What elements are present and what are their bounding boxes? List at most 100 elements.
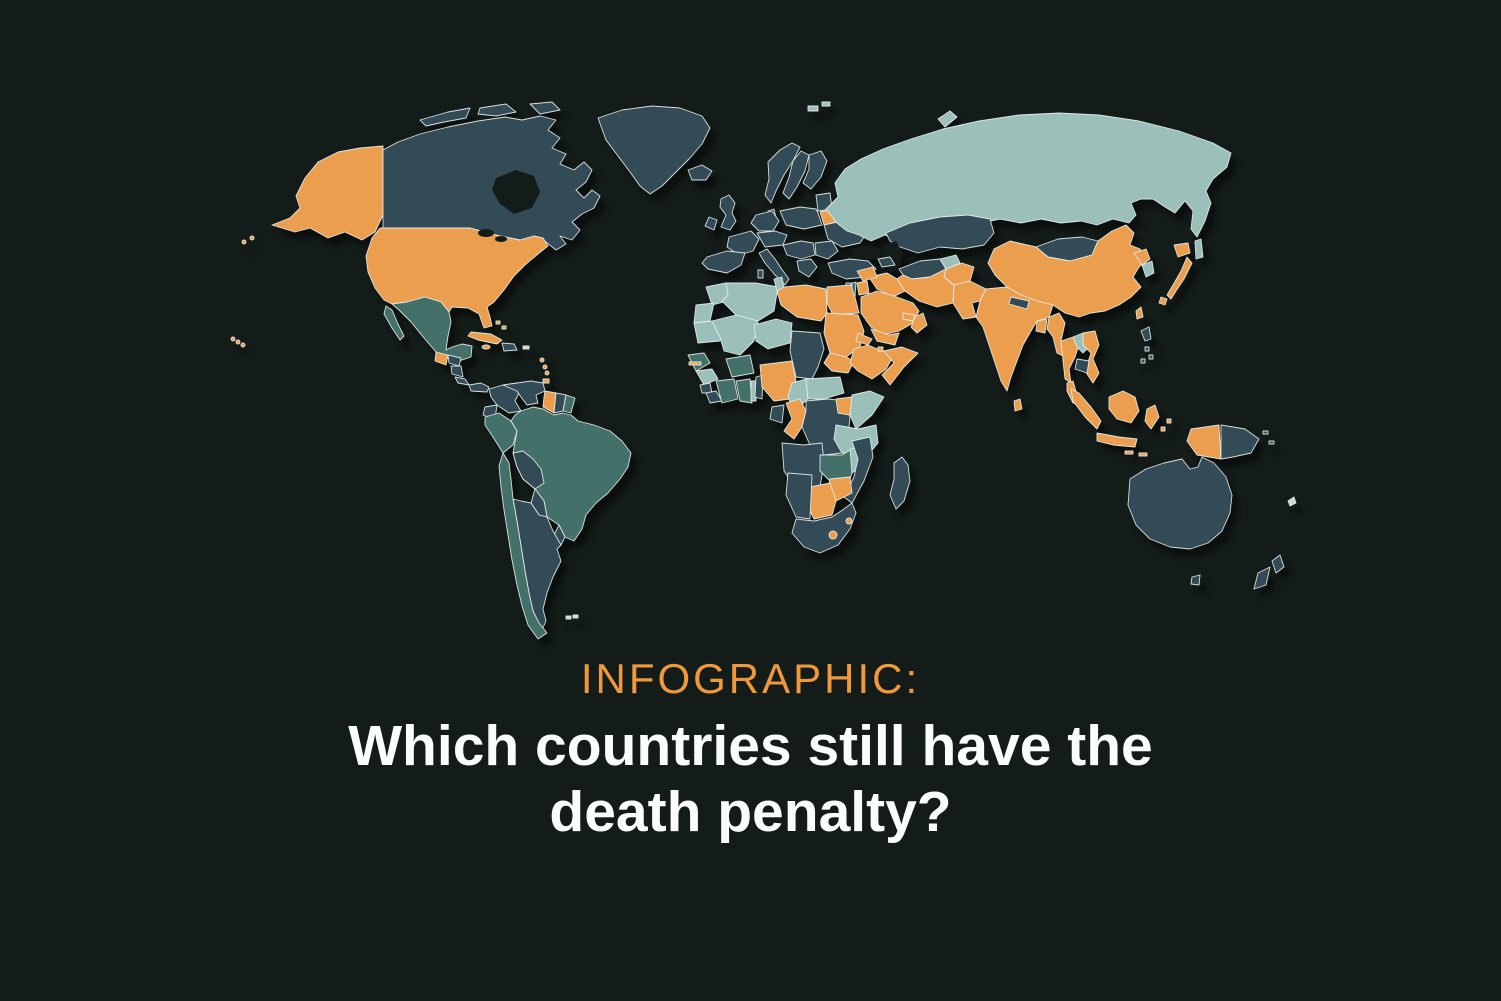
country-spain-portugal bbox=[701, 250, 746, 274]
country-sri-lanka bbox=[1013, 398, 1023, 412]
country-indonesia-sulawesi bbox=[1144, 404, 1160, 430]
country-congo bbox=[783, 398, 807, 440]
country-romania-bulgaria bbox=[814, 240, 839, 260]
country-taiwan bbox=[1135, 306, 1144, 320]
country-borneo bbox=[1108, 390, 1140, 424]
country-hawaii bbox=[235, 339, 241, 345]
country-hispaniola bbox=[501, 342, 518, 352]
north-america bbox=[230, 101, 713, 393]
territory-falkland-islands bbox=[565, 615, 572, 620]
country-north-korea bbox=[1133, 248, 1151, 266]
country-indonesia-lesser-sunda bbox=[1124, 450, 1134, 455]
country-chad bbox=[789, 330, 825, 380]
country-iceland bbox=[687, 164, 713, 181]
territory-svalbard bbox=[821, 101, 831, 107]
country-hawaii bbox=[240, 342, 246, 348]
country-cuba bbox=[467, 331, 503, 345]
country-sweden bbox=[782, 150, 810, 200]
country-costa-rica bbox=[454, 376, 470, 386]
africa bbox=[687, 276, 919, 554]
country-vietnam bbox=[1082, 330, 1100, 384]
country-india bbox=[975, 286, 1054, 392]
country-jamaica bbox=[481, 344, 491, 350]
country-south-sudan bbox=[823, 352, 855, 374]
country-yemen bbox=[870, 328, 900, 346]
country-alaska bbox=[271, 145, 401, 241]
page-title-line1: Which countries still have the bbox=[348, 714, 1153, 779]
south-america bbox=[482, 380, 632, 640]
country-canada bbox=[382, 115, 601, 251]
country-bahamas bbox=[495, 320, 501, 325]
country-australia bbox=[1127, 456, 1233, 550]
infographic-kicker: INFOGRAPHIC: bbox=[580, 655, 921, 702]
country-japan-kyushu bbox=[1158, 296, 1168, 306]
title-block: INFOGRAPHIC: Which countries still have … bbox=[0, 655, 1501, 845]
country-kazakhstan bbox=[885, 214, 995, 254]
country-panama bbox=[468, 382, 490, 393]
country-philippines bbox=[1140, 326, 1152, 342]
country-australia-tasmania bbox=[1190, 574, 1201, 586]
country-sierra-leone bbox=[699, 382, 713, 394]
territory-svalbard bbox=[807, 105, 819, 112]
country-poland bbox=[779, 206, 823, 230]
country-guyana bbox=[542, 390, 557, 414]
country-indonesia-sumatra bbox=[1070, 388, 1102, 430]
country-guatemala bbox=[434, 351, 449, 366]
country-western-sahara bbox=[693, 302, 715, 324]
great-lakes bbox=[495, 236, 507, 242]
country-png-islands bbox=[1262, 430, 1269, 435]
country-pakistan bbox=[952, 280, 987, 320]
country-aleutian-island bbox=[249, 235, 255, 241]
country-eswatini bbox=[845, 517, 853, 525]
country-somalia bbox=[881, 346, 919, 386]
country-indonesia-maluku bbox=[1160, 426, 1166, 432]
country-venezuela bbox=[502, 380, 546, 406]
hudson-bay bbox=[492, 170, 540, 214]
country-italy-sardinia bbox=[757, 269, 764, 279]
country-aleutian-island bbox=[241, 239, 247, 245]
country-indonesia-west-papua bbox=[1186, 424, 1222, 460]
country-lesotho bbox=[828, 530, 838, 540]
country-kenya bbox=[849, 390, 885, 430]
country-new-zealand-north bbox=[1271, 554, 1285, 574]
country-gabon bbox=[769, 404, 785, 424]
country-ethiopia bbox=[849, 344, 895, 380]
country-lesser-antilles bbox=[542, 364, 548, 370]
country-france bbox=[726, 230, 760, 256]
country-gambia bbox=[688, 361, 702, 366]
country-balkans bbox=[782, 240, 816, 260]
country-usa bbox=[365, 227, 549, 329]
country-hawaii bbox=[230, 336, 236, 342]
country-madagascar bbox=[889, 456, 911, 510]
country-mali bbox=[711, 314, 759, 356]
country-egypt bbox=[826, 284, 860, 316]
country-guinea bbox=[695, 368, 719, 386]
country-papua-new-guinea bbox=[1220, 424, 1260, 460]
country-russia bbox=[825, 112, 1232, 242]
country-burkina-faso bbox=[725, 354, 755, 378]
country-south-korea bbox=[1141, 260, 1155, 278]
country-iraq bbox=[868, 272, 906, 298]
country-bolivia bbox=[512, 450, 545, 490]
country-greece bbox=[796, 258, 818, 278]
country-indonesia-maluku bbox=[1166, 418, 1172, 424]
country-central-african-republic bbox=[805, 376, 845, 400]
country-finland bbox=[802, 150, 828, 190]
country-ireland bbox=[704, 216, 718, 231]
country-niger bbox=[753, 318, 793, 350]
country-new-zealand-south bbox=[1253, 566, 1271, 590]
europe bbox=[701, 142, 877, 293]
country-uganda bbox=[835, 396, 853, 416]
black-sea bbox=[848, 245, 884, 259]
country-united-kingdom bbox=[719, 194, 737, 231]
country-norway bbox=[764, 142, 801, 204]
country-mexico bbox=[391, 296, 473, 362]
country-south-africa bbox=[791, 502, 857, 554]
country-lesser-antilles bbox=[544, 370, 550, 376]
great-lakes bbox=[478, 229, 494, 237]
country-trinidad bbox=[542, 378, 550, 384]
country-russia-novaya-zemlya bbox=[937, 110, 958, 128]
page-title-line2: death penalty? bbox=[549, 779, 952, 844]
country-indonesia-lesser-sunda bbox=[1138, 452, 1148, 457]
